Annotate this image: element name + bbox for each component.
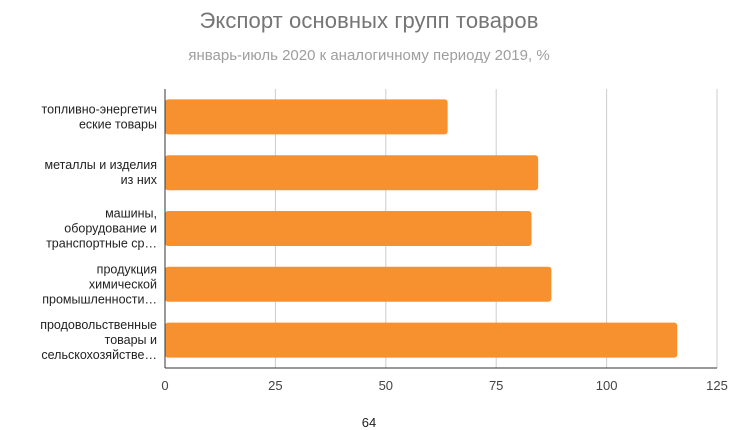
category-label-1: топливно-энергетич еские товары [42, 102, 157, 131]
category-label-line: продовольственные [40, 318, 157, 332]
category-label-3: машины, оборудование и транспортные ср… [46, 207, 157, 251]
category-label-2: металлы и изделия из них [45, 158, 158, 187]
category-label-line: сельскохозяйстве… [41, 348, 157, 362]
chart-subtitle: январь-июль 2020 к аналогичному периоду … [188, 47, 550, 64]
chart-title: Экспорт основных групп товаров [199, 8, 539, 33]
category-label-4: продукция химической промышленности… [42, 262, 157, 306]
category-label-line: продукция [97, 262, 157, 276]
footer-value-label: 64 [361, 415, 377, 430]
category-label-line: оборудование и [64, 222, 157, 236]
category-label-5: продовольственные товары и сельскохозяйств… [40, 318, 157, 362]
x-tick-label-75: 75 [489, 378, 503, 393]
category-label-line: промышленности… [42, 292, 157, 306]
category-label-line: химической [89, 277, 157, 291]
category-label-line: транспортные ср… [46, 237, 157, 251]
category-label-line: топливно-энергетич [42, 102, 157, 116]
category-label-line: машины, [105, 207, 157, 221]
bar-2 [165, 155, 539, 191]
x-tick-labels: 0 25 50 75 100 125 [161, 378, 727, 393]
x-tick-label-0: 0 [161, 378, 168, 393]
x-tick-label-50: 50 [379, 378, 393, 393]
x-tick-label-125: 125 [706, 378, 728, 393]
bars [165, 99, 678, 358]
category-label-line: еские товары [79, 117, 157, 131]
axes [164, 89, 717, 369]
x-tick-label-25: 25 [268, 378, 282, 393]
bar-3 [165, 211, 532, 246]
bar-4 [165, 266, 552, 302]
x-tick-label-100: 100 [596, 378, 618, 393]
bar-5 [165, 322, 678, 358]
category-labels: топливно-энергетич еские товары металлы и … [40, 102, 158, 362]
category-label-line: товары и [105, 333, 157, 347]
bar-1 [165, 99, 448, 135]
category-label-line: из них [121, 173, 158, 187]
category-label-line: металлы и изделия [45, 158, 157, 172]
